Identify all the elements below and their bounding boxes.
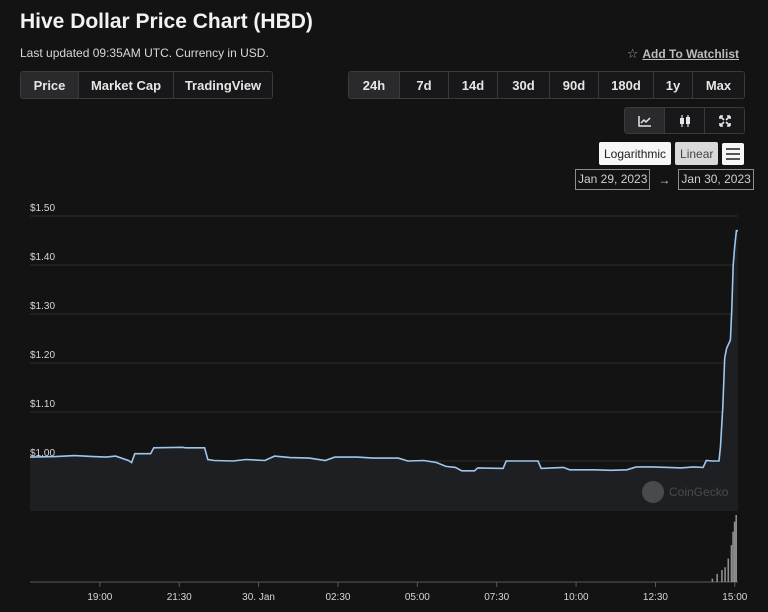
tab-market-cap[interactable]: Market Cap — [79, 72, 174, 98]
y-tick-label: $1.50 — [30, 203, 55, 214]
x-tick-label: 19:00 — [87, 592, 112, 603]
range-30d-button[interactable]: 30d — [498, 72, 550, 98]
chart-menu-button[interactable] — [722, 142, 745, 165]
fullscreen-button[interactable] — [705, 108, 744, 133]
y-tick-label: $1.20 — [30, 350, 55, 361]
range-1y-button[interactable]: 1y — [654, 72, 693, 98]
x-tick-label: 12:30 — [643, 592, 668, 603]
volume-bar — [711, 578, 714, 582]
x-tick-label: 02:30 — [325, 592, 350, 603]
range-90d-button[interactable]: 90d — [550, 72, 599, 98]
volume-bars — [711, 515, 738, 582]
tab-price[interactable]: Price — [21, 72, 79, 98]
view-tabs: Price Market Cap TradingView — [20, 71, 273, 99]
linear-button[interactable]: Linear — [675, 142, 719, 165]
candlestick-icon — [679, 114, 690, 127]
date-range-arrow: → — [658, 172, 671, 187]
page-title: Hive Dollar Price Chart (HBD) — [20, 10, 313, 33]
y-tick-label: $1.00 — [30, 448, 55, 459]
date-range-selector: Jan 29, 2023 → Jan 30, 2023 — [575, 169, 754, 190]
price-area-fill — [30, 230, 738, 510]
date-from-input[interactable]: Jan 29, 2023 — [575, 169, 651, 190]
last-updated-text: Last updated 09:35AM UTC. Currency in US… — [20, 46, 269, 60]
line-chart-button[interactable] — [625, 108, 665, 133]
x-tick-label: 05:00 — [405, 592, 430, 603]
volume-bar — [733, 521, 736, 582]
x-tick-label: 30. Jan — [242, 592, 275, 603]
star-icon: ☆ — [626, 46, 639, 61]
line-chart-icon — [637, 115, 651, 127]
volume-bar — [724, 567, 726, 582]
y-tick-label: $1.30 — [30, 301, 55, 312]
range-7d-button[interactable]: 7d — [400, 72, 449, 98]
x-tick-label: 10:00 — [564, 592, 589, 603]
x-tick-label: 07:30 — [484, 592, 509, 603]
chart-type-switcher — [624, 107, 745, 134]
add-to-watchlist-link[interactable]: ☆ Add To Watchlist — [627, 46, 739, 62]
watchlist-label: Add To Watchlist — [642, 47, 739, 61]
volume-bar — [735, 515, 738, 582]
volume-bar — [721, 569, 723, 582]
x-axis-ticks: 19:00 21:30 30. Jan 02:30 05:00 07:30 10:00 12:… — [87, 582, 748, 603]
range-14d-button[interactable]: 14d — [449, 72, 498, 98]
fullscreen-icon — [718, 114, 731, 127]
y-tick-label: $1.10 — [30, 399, 55, 410]
y-tick-label: $1.40 — [30, 252, 55, 263]
tab-tradingview[interactable]: TradingView — [174, 72, 272, 98]
volume-bar — [716, 573, 718, 582]
x-tick-label: 15:00 — [722, 592, 747, 603]
range-tabs: 24h 7d 14d 30d 90d 180d 1y Max — [348, 71, 745, 99]
volume-bar — [732, 531, 734, 582]
candlestick-chart-button[interactable] — [665, 108, 705, 133]
volume-bar — [730, 545, 733, 582]
date-to-input[interactable]: Jan 30, 2023 — [678, 169, 754, 190]
range-max-button[interactable]: Max — [693, 72, 744, 98]
watermark-text: CoinGecko — [669, 485, 729, 499]
coingecko-watermark: CoinGecko — [642, 481, 729, 503]
range-180d-button[interactable]: 180d — [599, 72, 654, 98]
range-24h-button[interactable]: 24h — [349, 72, 400, 98]
coingecko-logo-icon — [642, 481, 664, 503]
logarithmic-button[interactable]: Logarithmic — [599, 142, 672, 165]
scale-switcher: Logarithmic Linear — [599, 142, 745, 165]
volume-bar — [727, 558, 730, 582]
x-tick-label: 21:30 — [167, 592, 192, 603]
price-line — [29, 229, 738, 472]
hamburger-menu-icon — [726, 147, 741, 160]
